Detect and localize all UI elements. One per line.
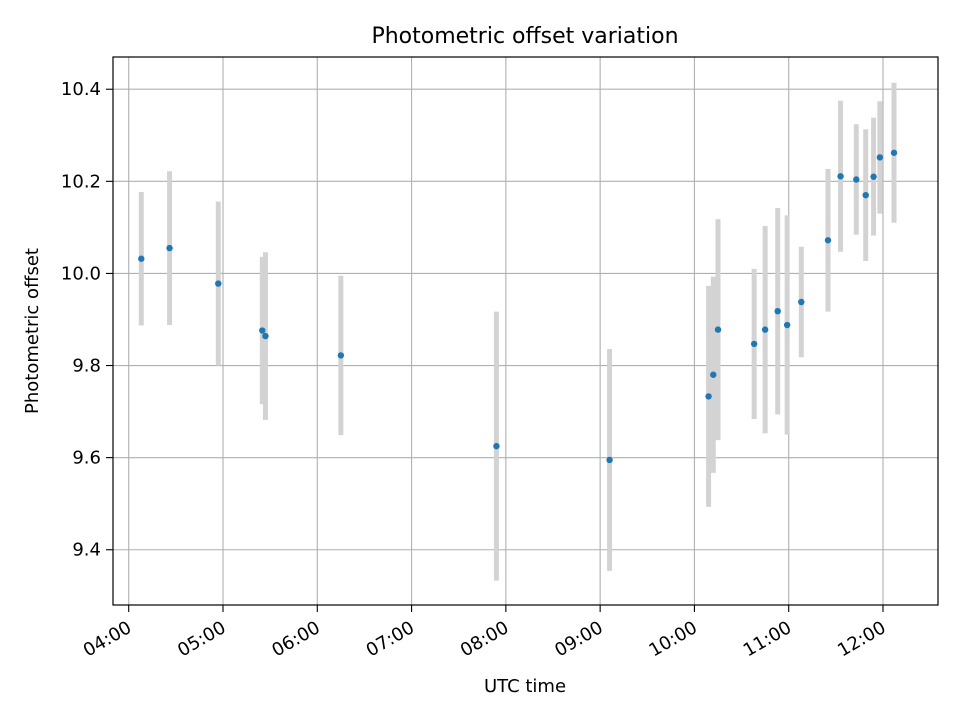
data-point [798, 298, 805, 306]
chart-title: Photometric offset variation [371, 24, 678, 49]
data-points [138, 149, 898, 464]
data-point [262, 332, 269, 340]
y-tick-label: 10.4 [61, 79, 101, 100]
data-point [493, 442, 500, 450]
data-point [705, 393, 712, 400]
data-point [138, 255, 145, 262]
data-point [215, 280, 222, 287]
data-point [166, 244, 173, 252]
data-point [870, 173, 877, 180]
data-point [259, 327, 266, 334]
y-tick-label: 10.2 [61, 171, 101, 192]
data-point [783, 321, 791, 329]
y-tick-label: 10.0 [61, 263, 101, 284]
data-point [853, 176, 860, 183]
data-point [837, 173, 844, 180]
data-point [337, 352, 345, 359]
y-tick-label: 9.8 [72, 356, 101, 377]
data-point [774, 307, 781, 315]
data-point [761, 326, 769, 333]
data-point [750, 340, 758, 348]
x-axis-label: UTC time [484, 676, 566, 697]
data-point [876, 154, 884, 161]
y-tick-label: 9.4 [72, 540, 101, 561]
data-point [824, 237, 832, 244]
plot-frame [112, 56, 939, 606]
data-point [606, 456, 613, 464]
data-point [714, 326, 722, 333]
data-point [890, 149, 898, 156]
data-point [710, 371, 717, 378]
data-point [862, 191, 869, 199]
y-axis-label: Photometric offset [22, 248, 43, 414]
y-axis-ticks: 9.4 9.6 9.8 10.0 10.2 10.4 [61, 79, 113, 561]
y-tick-label: 9.6 [72, 448, 101, 469]
